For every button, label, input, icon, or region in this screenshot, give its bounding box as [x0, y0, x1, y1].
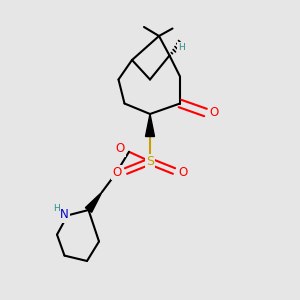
Text: O: O [178, 166, 188, 179]
Text: H: H [178, 44, 185, 52]
Text: N: N [60, 208, 69, 221]
Text: O: O [112, 166, 122, 179]
Polygon shape [146, 114, 154, 136]
Text: O: O [116, 142, 124, 155]
Polygon shape [85, 192, 102, 212]
Text: H: H [53, 204, 59, 213]
Text: O: O [209, 106, 218, 119]
Text: S: S [146, 155, 154, 168]
